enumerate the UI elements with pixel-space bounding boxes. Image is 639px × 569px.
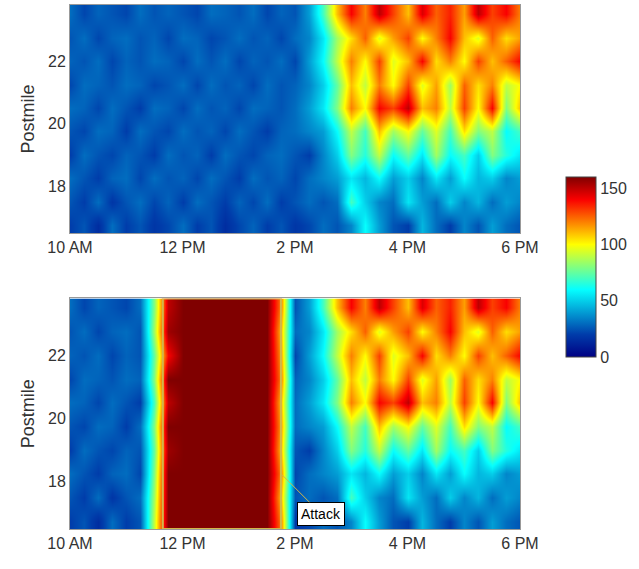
svg-text:22: 22: [48, 347, 66, 364]
svg-text:4 PM: 4 PM: [389, 535, 426, 552]
svg-text:18: 18: [48, 178, 66, 195]
svg-text:10 AM: 10 AM: [47, 239, 92, 256]
svg-text:Postmile: Postmile: [18, 84, 38, 153]
svg-text:Postmile: Postmile: [18, 379, 38, 448]
svg-text:6 PM: 6 PM: [501, 239, 538, 256]
svg-text:12 PM: 12 PM: [159, 535, 205, 552]
svg-text:12 PM: 12 PM: [159, 239, 205, 256]
svg-text:20: 20: [48, 115, 66, 132]
svg-text:22: 22: [48, 53, 66, 70]
svg-text:4 PM: 4 PM: [389, 239, 426, 256]
svg-text:150: 150: [600, 180, 627, 197]
svg-text:2 PM: 2 PM: [276, 535, 313, 552]
svg-text:10 AM: 10 AM: [47, 535, 92, 552]
svg-text:20: 20: [48, 410, 66, 427]
svg-text:100: 100: [600, 236, 627, 253]
svg-text:6 PM: 6 PM: [501, 535, 538, 552]
svg-text:Attack: Attack: [301, 506, 341, 522]
svg-text:2 PM: 2 PM: [276, 239, 313, 256]
svg-text:0: 0: [600, 349, 609, 366]
svg-text:18: 18: [48, 473, 66, 490]
svg-text:50: 50: [600, 292, 618, 309]
